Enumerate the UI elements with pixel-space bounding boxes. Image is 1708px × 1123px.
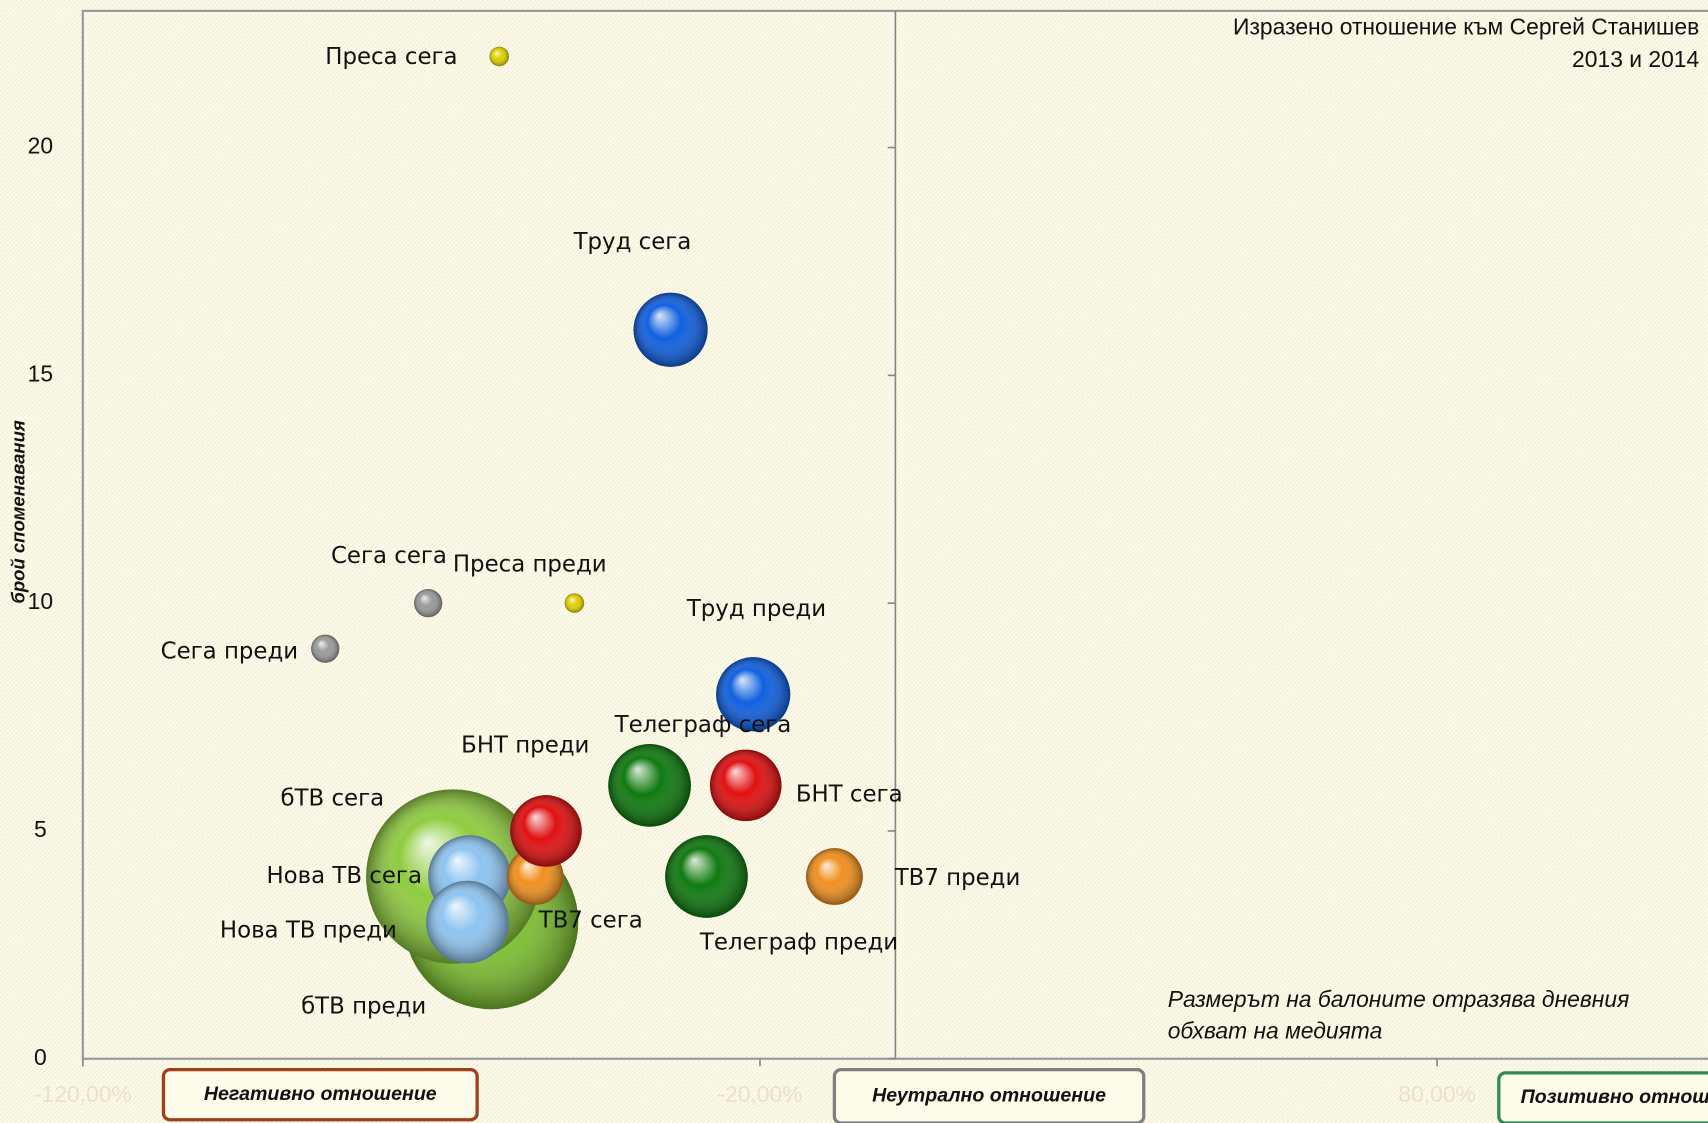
title: 2013 и 2014 xyxy=(1572,46,1699,72)
bubble-shade xyxy=(665,835,748,918)
x-tick-label: -120,00% xyxy=(34,1081,132,1107)
bubble-label: Преса преди xyxy=(453,552,607,578)
zone-box xyxy=(832,1067,1146,1123)
zone-box xyxy=(161,1067,479,1122)
bubble-shade xyxy=(608,744,691,827)
zone-box xyxy=(1497,1071,1708,1123)
y-tick-label: 20 xyxy=(28,133,53,159)
bubble-label: БНТ преди xyxy=(461,732,589,758)
y-tick-label: 0 xyxy=(34,1044,47,1070)
bubble-shade xyxy=(709,749,782,822)
note: обхват на медията xyxy=(1168,1018,1383,1044)
bubble-label: бТВ преди xyxy=(301,994,426,1020)
bubble-shade xyxy=(564,593,585,613)
y-tick-label: 15 xyxy=(28,360,53,386)
zone-label: Неутрално отношение xyxy=(872,1084,1106,1106)
bubble-label: Преса сега xyxy=(325,44,457,70)
plot-frame xyxy=(81,9,1708,1060)
bubble-labels: бТВ преди бТВ сега Нова ТВ сега Нова ТВ пре… xyxy=(161,44,1021,1019)
bubble-label: Телеграф сега xyxy=(614,712,792,738)
bubble-label: ТВ7 преди xyxy=(894,865,1021,891)
bubble-shade xyxy=(489,46,510,67)
bubble-label: БНТ сега xyxy=(796,782,903,808)
bubble-label: Труд сега xyxy=(573,229,692,255)
bubble-shade xyxy=(633,292,708,367)
bubbles xyxy=(311,46,863,1010)
bubble-label: Нова ТВ сега xyxy=(266,863,421,889)
bubble-label: ТВ7 сега xyxy=(538,908,643,934)
zones: Негативно отношение Неутрално отношение По… xyxy=(161,1067,1708,1123)
zone-label: Негативно отношение xyxy=(204,1083,437,1105)
x-tick-label: -20,00% xyxy=(717,1081,802,1107)
bubble-shade xyxy=(716,657,791,732)
bubble-label: Труд преди xyxy=(686,596,826,622)
y-axis-label: брой споменавания xyxy=(8,420,29,604)
bubble-label: Сега преди xyxy=(161,638,299,664)
x-tick-label: 80,00% xyxy=(1398,1081,1476,1107)
bubble-shade xyxy=(311,634,340,663)
bubble-label: Телеграф преди xyxy=(699,929,898,955)
bubble-label: Нова ТВ преди xyxy=(220,917,397,943)
bubble-shade xyxy=(414,589,443,618)
title: Изразено отношение към Сергей Станишев xyxy=(1233,13,1699,39)
bubble-label: бТВ сега xyxy=(280,786,384,812)
bubble-shade xyxy=(426,880,509,964)
bubble-label: Сега сега xyxy=(331,543,447,569)
zone-label: Позитивно отношение xyxy=(1521,1086,1708,1108)
note: Размерът на балоните отразява дневния xyxy=(1168,986,1630,1012)
y-tick-label: 10 xyxy=(28,588,53,614)
bubble-shade xyxy=(510,795,582,867)
bubble-shade xyxy=(806,848,863,905)
y-tick-label: 5 xyxy=(34,816,47,842)
